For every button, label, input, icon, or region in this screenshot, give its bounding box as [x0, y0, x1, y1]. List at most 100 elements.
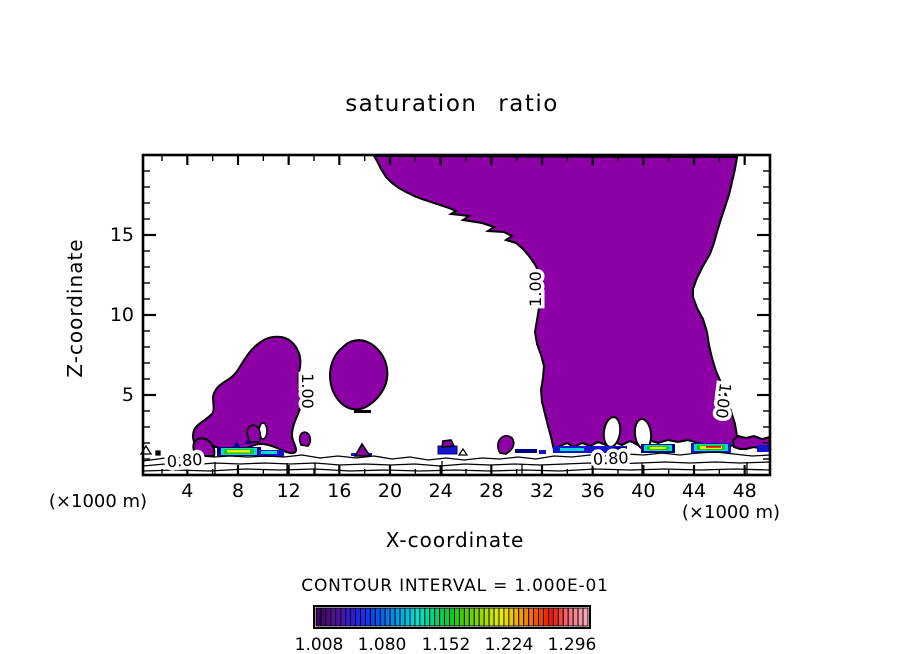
x-tick-label: 16 [327, 480, 351, 502]
colorbar-cell [335, 607, 342, 627]
colorbar-cell [523, 607, 530, 627]
colorbar-cell [533, 607, 539, 627]
colorbar-cell [389, 607, 396, 627]
stripe-navy [515, 449, 537, 453]
colorbar-cell [345, 607, 352, 627]
plot-frame [141, 153, 772, 477]
z-axis-units: (×1000 m) [49, 491, 147, 512]
navy-speck [245, 439, 251, 444]
stripe-yellow [650, 447, 666, 449]
small-purple-cap [441, 439, 456, 448]
colorbar-cell [424, 607, 431, 627]
stripe-blue [539, 450, 546, 454]
x-tick-label: 20 [378, 480, 402, 502]
colorbar-cell [478, 607, 485, 627]
colorbar-cell [439, 607, 446, 627]
plot-title: saturation ratio [345, 91, 559, 117]
saturated-region-small-cloud [328, 339, 389, 411]
colorbar-cell [320, 607, 327, 627]
stripe-cyan [261, 451, 277, 454]
colorbar-cell [488, 607, 495, 627]
x-axis-label: X-coordinate [386, 528, 525, 552]
tiny-triangle-mark [457, 447, 469, 456]
colorbar-cell [513, 607, 520, 627]
x-tick-label: 32 [530, 480, 554, 502]
colorbar-cell [379, 607, 386, 627]
stripe-cyan [560, 448, 584, 451]
x-tick-label: 28 [479, 480, 503, 502]
colorbar-cell [498, 607, 505, 627]
colorbar-cell [444, 607, 450, 627]
colorbar-cell [350, 607, 357, 627]
colorbar-cell [552, 607, 559, 627]
colorbar-cell [315, 607, 322, 627]
colorbar-cell [365, 607, 371, 627]
tiny-mark [155, 450, 161, 456]
stripe-navy [612, 447, 627, 453]
navy-speck [233, 441, 240, 447]
colorbar-cell [468, 607, 475, 627]
stripe-blue [757, 445, 770, 452]
small-purple-blob [246, 424, 262, 443]
contour-line [142, 468, 771, 472]
small-purple-blob [298, 431, 312, 447]
colorbar-cell [528, 607, 535, 627]
surface-stripes [217, 439, 770, 457]
colorbar-tick-label: 1.080 [358, 635, 407, 654]
small-purple-triangle [353, 442, 372, 457]
colorbar-cells [315, 607, 589, 627]
z-axis-label: Z-coordinate [63, 238, 87, 377]
colorbar-cell [543, 607, 549, 627]
colorbar-cell [414, 607, 421, 627]
left-cloud-foot [192, 437, 216, 457]
contour-interval-label: CONTOUR INTERVAL = 1.000E-01 [301, 576, 608, 596]
colorbar-cell [369, 607, 376, 627]
x-tick-label: 48 [733, 480, 757, 502]
x-tick-label: 40 [631, 480, 655, 502]
saturated-region-main-plume [372, 154, 739, 452]
x-tick-label: 36 [581, 480, 605, 502]
saturated-region-left-cloud [192, 335, 303, 457]
colorbar-cell [483, 607, 490, 627]
stripe-blue [553, 446, 627, 453]
x-tick-label: 4 [181, 480, 193, 502]
colorbar-cell [493, 607, 500, 627]
colorbar-cell [518, 607, 525, 627]
colorbar-cell [508, 607, 515, 627]
colorbar-cell [360, 607, 366, 627]
colorbar-tick-label: 1.008 [295, 635, 344, 654]
contour-label-high: 1.00 [298, 373, 317, 409]
colorbar-cell [463, 607, 470, 627]
colorbar-cell [340, 607, 347, 627]
colorbar-labels: 1.008 1.080 1.152 1.224 1.296 [295, 635, 597, 654]
contour-label-low: 0.80 [592, 448, 629, 469]
colorbar-tick-label: 1.296 [548, 635, 597, 654]
contour-connector [214, 461, 748, 474]
colorbar-frame [313, 605, 591, 629]
stripe-yellow [227, 450, 250, 453]
x-tick-label: 24 [429, 480, 453, 502]
contour-dash [354, 410, 371, 413]
colorbar-cell [355, 607, 361, 627]
colorbar-cell [557, 607, 564, 627]
z-tick-label: 5 [122, 384, 134, 406]
colorbar-cell [562, 607, 569, 627]
colorbar-cell [449, 607, 455, 627]
contour-label-high: 1.00 [526, 271, 545, 307]
colorbar-cell [454, 607, 460, 627]
colorbar-cell [473, 607, 480, 627]
small-purple-blob [497, 434, 515, 455]
colorbar-cell [429, 607, 436, 627]
x-tick-label: 8 [232, 480, 244, 502]
x-axis-units: (×1000 m) [682, 502, 780, 523]
colorbar-tick-label: 1.152 [422, 635, 471, 654]
x-tick-label: 44 [682, 480, 706, 502]
contour-line [142, 451, 771, 462]
axis-ticks [143, 155, 770, 475]
colorbar-cell [419, 607, 426, 627]
colorbar-cell [404, 607, 411, 627]
x-tick-label: 12 [277, 480, 301, 502]
contour-line [142, 461, 771, 467]
